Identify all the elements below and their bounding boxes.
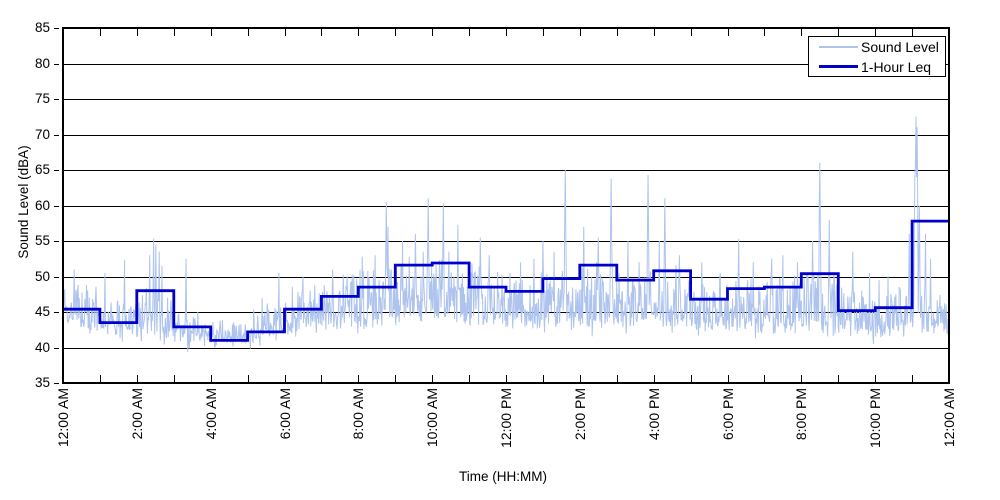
y-tick-label: 70: [34, 126, 50, 142]
y-tick-label: 65: [34, 162, 50, 177]
y-tick-label: 60: [34, 197, 50, 213]
y-tick-label: 85: [34, 20, 50, 35]
y-axis-title: Sound Level (dBA): [16, 145, 31, 259]
x-tick-label: 12:00 AM: [55, 388, 71, 448]
x-tick-label: 6:00 AM: [276, 388, 293, 440]
sound-level-series: [63, 116, 949, 352]
legend-label-sound-level: Sound Level: [861, 39, 939, 55]
x-tick-label: 6:00 PM: [719, 388, 736, 441]
x-tick-label: 2:00 PM: [571, 388, 588, 441]
plot-border: [62, 27, 950, 384]
y-tick-label: 50: [34, 268, 50, 284]
y-tick-label: 55: [34, 233, 50, 248]
y-tick-label: 35: [34, 375, 50, 390]
legend: Sound Level 1-Hour Leq: [808, 36, 946, 77]
legend-label-1-hour-leq: 1-Hour Leq: [861, 59, 932, 75]
y-tick-label: 45: [34, 304, 50, 319]
x-tick-label: 8:00 PM: [793, 388, 810, 441]
y-tick-label: 80: [34, 55, 50, 71]
legend-item-1-hour-leq: 1-Hour Leq: [809, 57, 945, 77]
x-tick-label: 12:00 PM: [498, 388, 514, 448]
leq-series: [63, 219, 949, 342]
x-axis-title: Time (HH:MM): [459, 469, 547, 484]
x-tick-label: 8:00 AM: [350, 388, 367, 440]
x-tick-label: 10:00 AM: [424, 388, 441, 448]
y-tick-label: 75: [34, 91, 50, 106]
y-tick-label: 40: [34, 339, 50, 355]
x-tick-label: 10:00 PM: [867, 388, 884, 448]
x-tick-label: 4:00 AM: [202, 388, 219, 440]
sound-level-line-sample: [819, 46, 858, 48]
legend-item-sound-level: Sound Level: [809, 37, 945, 57]
x-tick-label: 4:00 PM: [645, 388, 662, 441]
leq-line-sample: [819, 65, 858, 68]
x-tick-label: 12:00 AM: [941, 388, 957, 448]
x-tick-label: 2:00 AM: [128, 388, 145, 440]
